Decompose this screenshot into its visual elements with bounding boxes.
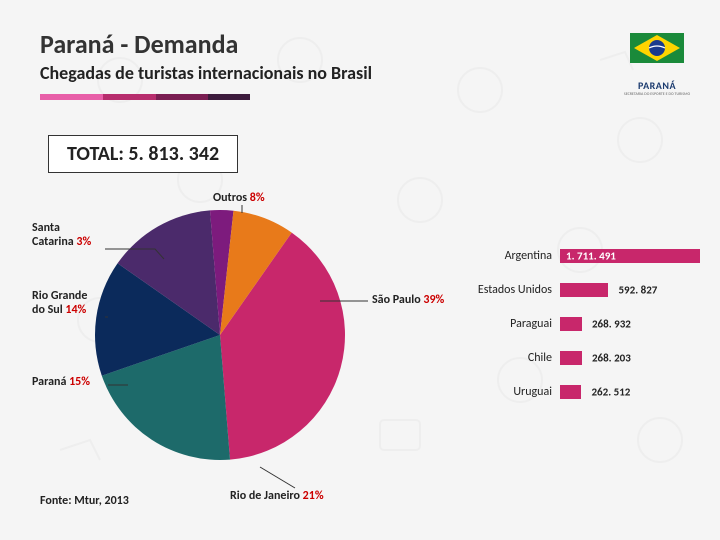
bar-track: 268. 203 (560, 351, 700, 365)
bar-row: Uruguai 262. 512 (460, 381, 700, 403)
total-value: 5. 813. 342 (128, 142, 219, 166)
header: Paraná - Demanda Chegadas de turistas in… (40, 28, 372, 100)
bar-value: 1. 711. 491 (560, 250, 616, 263)
label-parana: Paraná 15% (32, 376, 90, 390)
flag-icon (622, 22, 692, 74)
bar-label: Uruguai (460, 385, 560, 399)
bar-track: 1. 711. 491 (560, 249, 700, 263)
logo-brand: PARANÁ (622, 79, 692, 92)
bar-label: Estados Unidos (460, 283, 560, 297)
parana-logo: PARANÁ SECRETARIA DO ESPORTE E DO TURISM… (622, 22, 692, 97)
bar-fill (560, 317, 582, 331)
title-underline (40, 94, 250, 100)
logo-sub: SECRETARIA DO ESPORTE E DO TURISMO (622, 92, 692, 97)
bar-fill (560, 351, 582, 365)
bar-track: 262. 512 (560, 385, 700, 399)
bar-row: Chile 268. 203 (460, 347, 700, 369)
total-box: TOTAL: 5. 813. 342 (48, 135, 238, 173)
page-subtitle: Chegadas de turistas internacionais no B… (40, 62, 372, 84)
bar-value: 268. 203 (586, 352, 631, 365)
page-title: Paraná - Demanda (40, 28, 372, 60)
bar-value: 268. 932 (586, 318, 631, 331)
bar-track: 268. 932 (560, 317, 700, 331)
bar-label: Chile (460, 351, 560, 365)
bar-track: 592. 827 (560, 283, 700, 297)
label-rio-janeiro: Rio de Janeiro 21% (230, 490, 324, 504)
bar-value: 262. 512 (585, 386, 630, 399)
bar-label: Argentina (460, 249, 560, 263)
label-santa-catarina: Santa Catarina 3% (32, 222, 91, 250)
label-sao-paulo: São Paulo 39% (372, 294, 444, 308)
bar-fill (560, 385, 581, 399)
bar-row: Argentina1. 711. 491 (460, 245, 700, 267)
bar-fill (560, 283, 608, 297)
bar-value: 592. 827 (612, 284, 657, 297)
label-rio-grande-sul: Rio Grande do Sul 14% (32, 290, 87, 318)
bar-label: Paraguai (460, 317, 560, 331)
source-text: Fonte: Mtur, 2013 (40, 494, 129, 508)
country-bars: Argentina1. 711. 491 Estados Unidos 592. 8… (460, 245, 700, 415)
total-label: TOTAL: (67, 142, 128, 166)
label-outros: Outros 8% (213, 192, 265, 206)
pie-chart (90, 205, 350, 465)
bar-row: Paraguai 268. 932 (460, 313, 700, 335)
bar-row: Estados Unidos 592. 827 (460, 279, 700, 301)
